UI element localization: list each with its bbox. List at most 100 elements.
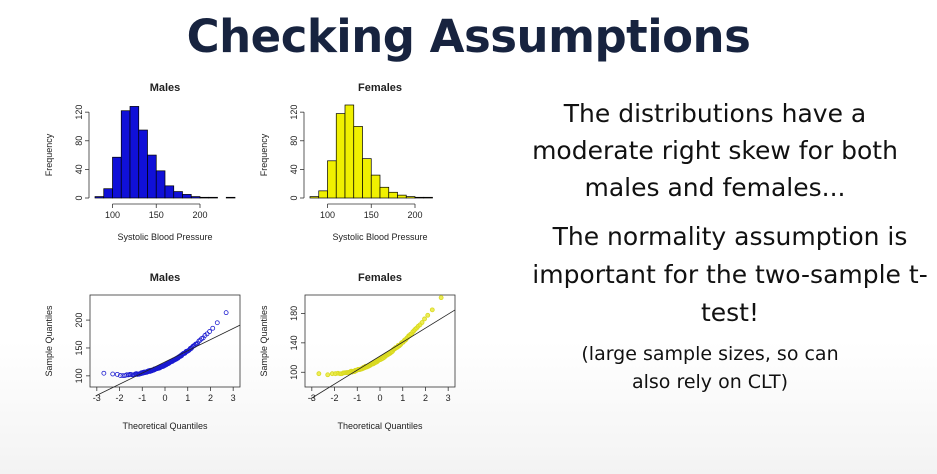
histogram-bar [138, 129, 148, 199]
y-axis-label: Frequency [259, 133, 269, 176]
qq-plot-females: Females -3 -2 -1 0 1 2 3 100 140 180 Theoretical Qu… [259, 272, 456, 431]
qq-point [419, 320, 425, 325]
y-tick-label: 120 [289, 105, 299, 120]
normality-note: The normality assumption is important fo… [532, 222, 928, 327]
y-tick-label: 40 [74, 164, 84, 174]
histogram-bar [318, 190, 328, 199]
histogram-bar [344, 104, 355, 199]
y-tick-label: 180 [289, 306, 299, 321]
qq-point [214, 320, 220, 326]
y-tick-label: 150 [74, 340, 84, 355]
histogram-bar [155, 170, 166, 199]
histogram-bar [335, 113, 346, 199]
reference-line [310, 309, 456, 400]
y-tick-label: 40 [289, 164, 299, 174]
histogram-bar [94, 196, 105, 199]
skew-note: The distributions have a moderate right … [532, 99, 898, 202]
histogram-females: Females 100 150 200 0 40 80 120 Systolic Blood P… [259, 82, 433, 242]
x-tick-label: -2 [116, 393, 124, 403]
x-tick-label: 0 [162, 393, 167, 403]
y-tick-label: 0 [289, 195, 299, 200]
x-tick-label: 1 [185, 393, 190, 403]
histogram-bar [182, 194, 192, 199]
slide-title: Checking Assumptions [186, 10, 751, 63]
y-tick-label: 0 [74, 195, 84, 200]
histogram-bar [362, 158, 372, 199]
x-axis-label: Systolic Blood Pressure [332, 232, 427, 242]
y-tick-label: 100 [74, 368, 84, 383]
qq-point [223, 310, 229, 316]
x-tick-label: -1 [138, 393, 146, 403]
histogram-bar [225, 196, 236, 199]
chart-title: Females [358, 82, 402, 94]
histogram-bar [147, 154, 157, 199]
histogram-bar [388, 191, 398, 199]
y-tick-label: 140 [289, 335, 299, 350]
histogram-bar [414, 196, 425, 199]
qq-point [316, 371, 322, 377]
histogram-bar [309, 196, 320, 199]
x-tick-label: 3 [231, 393, 236, 403]
qq-point [429, 307, 435, 313]
qq-point [207, 329, 212, 334]
qq-point [325, 372, 331, 378]
x-axis-label: Theoretical Quantiles [122, 421, 208, 431]
y-tick-label: 120 [74, 105, 84, 120]
histogram-bar [129, 106, 140, 199]
y-tick-label: 100 [289, 365, 299, 380]
y-axis-label: Sample Quantiles [44, 305, 54, 377]
histogram-bar [405, 196, 416, 199]
qq-point [194, 341, 200, 347]
y-axis-label: Frequency [44, 133, 54, 176]
x-tick-label: -2 [331, 393, 339, 403]
qq-point [422, 316, 427, 322]
x-tick-label: -3 [93, 393, 101, 403]
histogram-bar [199, 196, 210, 199]
histogram-bar [327, 160, 337, 199]
histogram-bar [423, 196, 433, 199]
qq-point [425, 312, 431, 318]
y-axis-label: Sample Quantiles [259, 305, 269, 377]
x-tick-label: 100 [320, 210, 335, 220]
x-tick-label: 100 [105, 210, 120, 220]
y-tick-label: 80 [74, 136, 84, 146]
y-tick-label: 80 [289, 136, 299, 146]
histogram-bar [103, 188, 113, 199]
clt-note: (large sample sizes, so can also rely on… [581, 343, 839, 393]
chart-title: Males [150, 272, 181, 284]
qq-point [101, 370, 107, 376]
x-tick-label: -1 [353, 393, 361, 403]
histogram-bar [190, 196, 201, 199]
qq-point [438, 295, 444, 301]
qq-point [114, 371, 120, 377]
histogram-bar [208, 196, 218, 199]
x-tick-label: 200 [192, 210, 207, 220]
histogram-males: Males 100 150 200 0 40 80 120 Systolic Blood Pre… [44, 82, 236, 242]
x-tick-label: 0 [377, 393, 382, 403]
histogram-bar [173, 191, 183, 199]
histogram-bar [353, 126, 363, 199]
y-tick-label: 200 [74, 313, 84, 328]
x-axis-label: Theoretical Quantiles [337, 421, 423, 431]
x-tick-label: 200 [407, 210, 422, 220]
reference-line [95, 324, 241, 397]
histogram-bar [164, 185, 175, 199]
qq-plot-males: Males -3 -2 -1 0 1 2 3 100 150 200 Theoretical Quan… [44, 272, 241, 431]
histogram-bar [397, 194, 407, 199]
histogram-bar [370, 174, 381, 199]
histogram-bar [379, 186, 390, 199]
histogram-bar [120, 110, 131, 199]
x-tick-label: -3 [308, 393, 316, 403]
chart-title: Females [358, 272, 402, 284]
x-tick-label: 150 [149, 210, 164, 220]
x-tick-label: 2 [423, 393, 428, 403]
x-tick-label: 2 [208, 393, 213, 403]
x-tick-label: 1 [400, 393, 405, 403]
plot-frame [89, 294, 241, 388]
chart-title: Males [150, 82, 181, 94]
qq-point [110, 371, 116, 377]
qq-point [210, 325, 216, 331]
histogram-bar [112, 156, 122, 199]
x-axis-label: Systolic Blood Pressure [117, 232, 212, 242]
x-tick-label: 150 [364, 210, 379, 220]
